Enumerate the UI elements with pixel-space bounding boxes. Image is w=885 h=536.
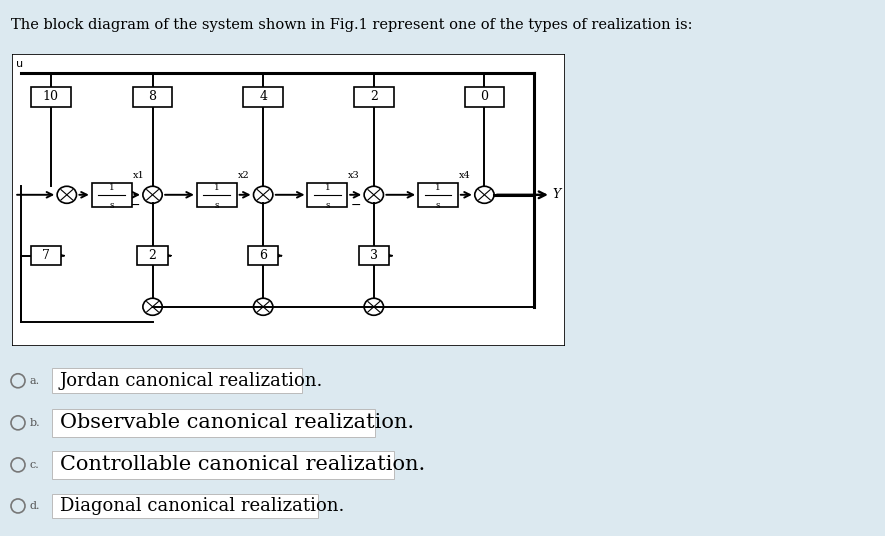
Text: −: − — [129, 199, 140, 212]
Text: 1: 1 — [325, 183, 330, 192]
Text: The block diagram of the system shown in Fig.1 represent one of the types of rea: The block diagram of the system shown in… — [11, 18, 692, 33]
Text: 1: 1 — [214, 183, 219, 192]
FancyBboxPatch shape — [52, 368, 302, 393]
Text: x1: x1 — [133, 171, 144, 180]
Text: x2: x2 — [238, 171, 250, 180]
Bar — [196, 183, 236, 207]
Bar — [92, 183, 132, 207]
Text: 0: 0 — [481, 91, 489, 103]
Text: x4: x4 — [459, 171, 471, 180]
FancyBboxPatch shape — [52, 494, 318, 518]
Text: 6: 6 — [259, 249, 267, 262]
Bar — [465, 87, 504, 107]
Text: 1: 1 — [435, 183, 441, 192]
Bar — [418, 183, 458, 207]
Text: 10: 10 — [42, 91, 58, 103]
Text: s: s — [325, 200, 329, 210]
Text: 8: 8 — [149, 91, 157, 103]
Bar — [133, 87, 173, 107]
Text: −: − — [350, 199, 361, 212]
FancyBboxPatch shape — [52, 408, 375, 437]
Text: a.: a. — [30, 376, 40, 386]
Text: Controllable canonical realization.: Controllable canonical realization. — [60, 456, 426, 474]
Text: d.: d. — [30, 501, 41, 511]
Text: 2: 2 — [149, 249, 157, 262]
Text: 7: 7 — [42, 249, 50, 262]
Bar — [354, 87, 394, 107]
Text: u: u — [16, 59, 23, 69]
Bar — [31, 87, 71, 107]
Text: 4: 4 — [259, 91, 267, 103]
Text: b.: b. — [30, 418, 41, 428]
Text: s: s — [214, 200, 219, 210]
Text: s: s — [110, 200, 114, 210]
Text: Diagonal canonical realization.: Diagonal canonical realization. — [60, 497, 344, 515]
Text: Jordan canonical realization.: Jordan canonical realization. — [60, 372, 323, 390]
Bar — [358, 246, 389, 265]
Text: 2: 2 — [370, 91, 378, 103]
Bar — [31, 246, 61, 265]
Text: Y: Y — [552, 188, 561, 202]
Text: 3: 3 — [370, 249, 378, 262]
Bar — [243, 87, 283, 107]
Bar — [307, 183, 347, 207]
FancyBboxPatch shape — [52, 451, 394, 479]
Bar — [137, 246, 168, 265]
Text: x3: x3 — [349, 171, 360, 180]
Text: s: s — [435, 200, 440, 210]
Text: 1: 1 — [109, 183, 114, 192]
Text: Observable canonical realization.: Observable canonical realization. — [60, 413, 414, 433]
Bar — [248, 246, 279, 265]
Text: c.: c. — [30, 460, 40, 470]
